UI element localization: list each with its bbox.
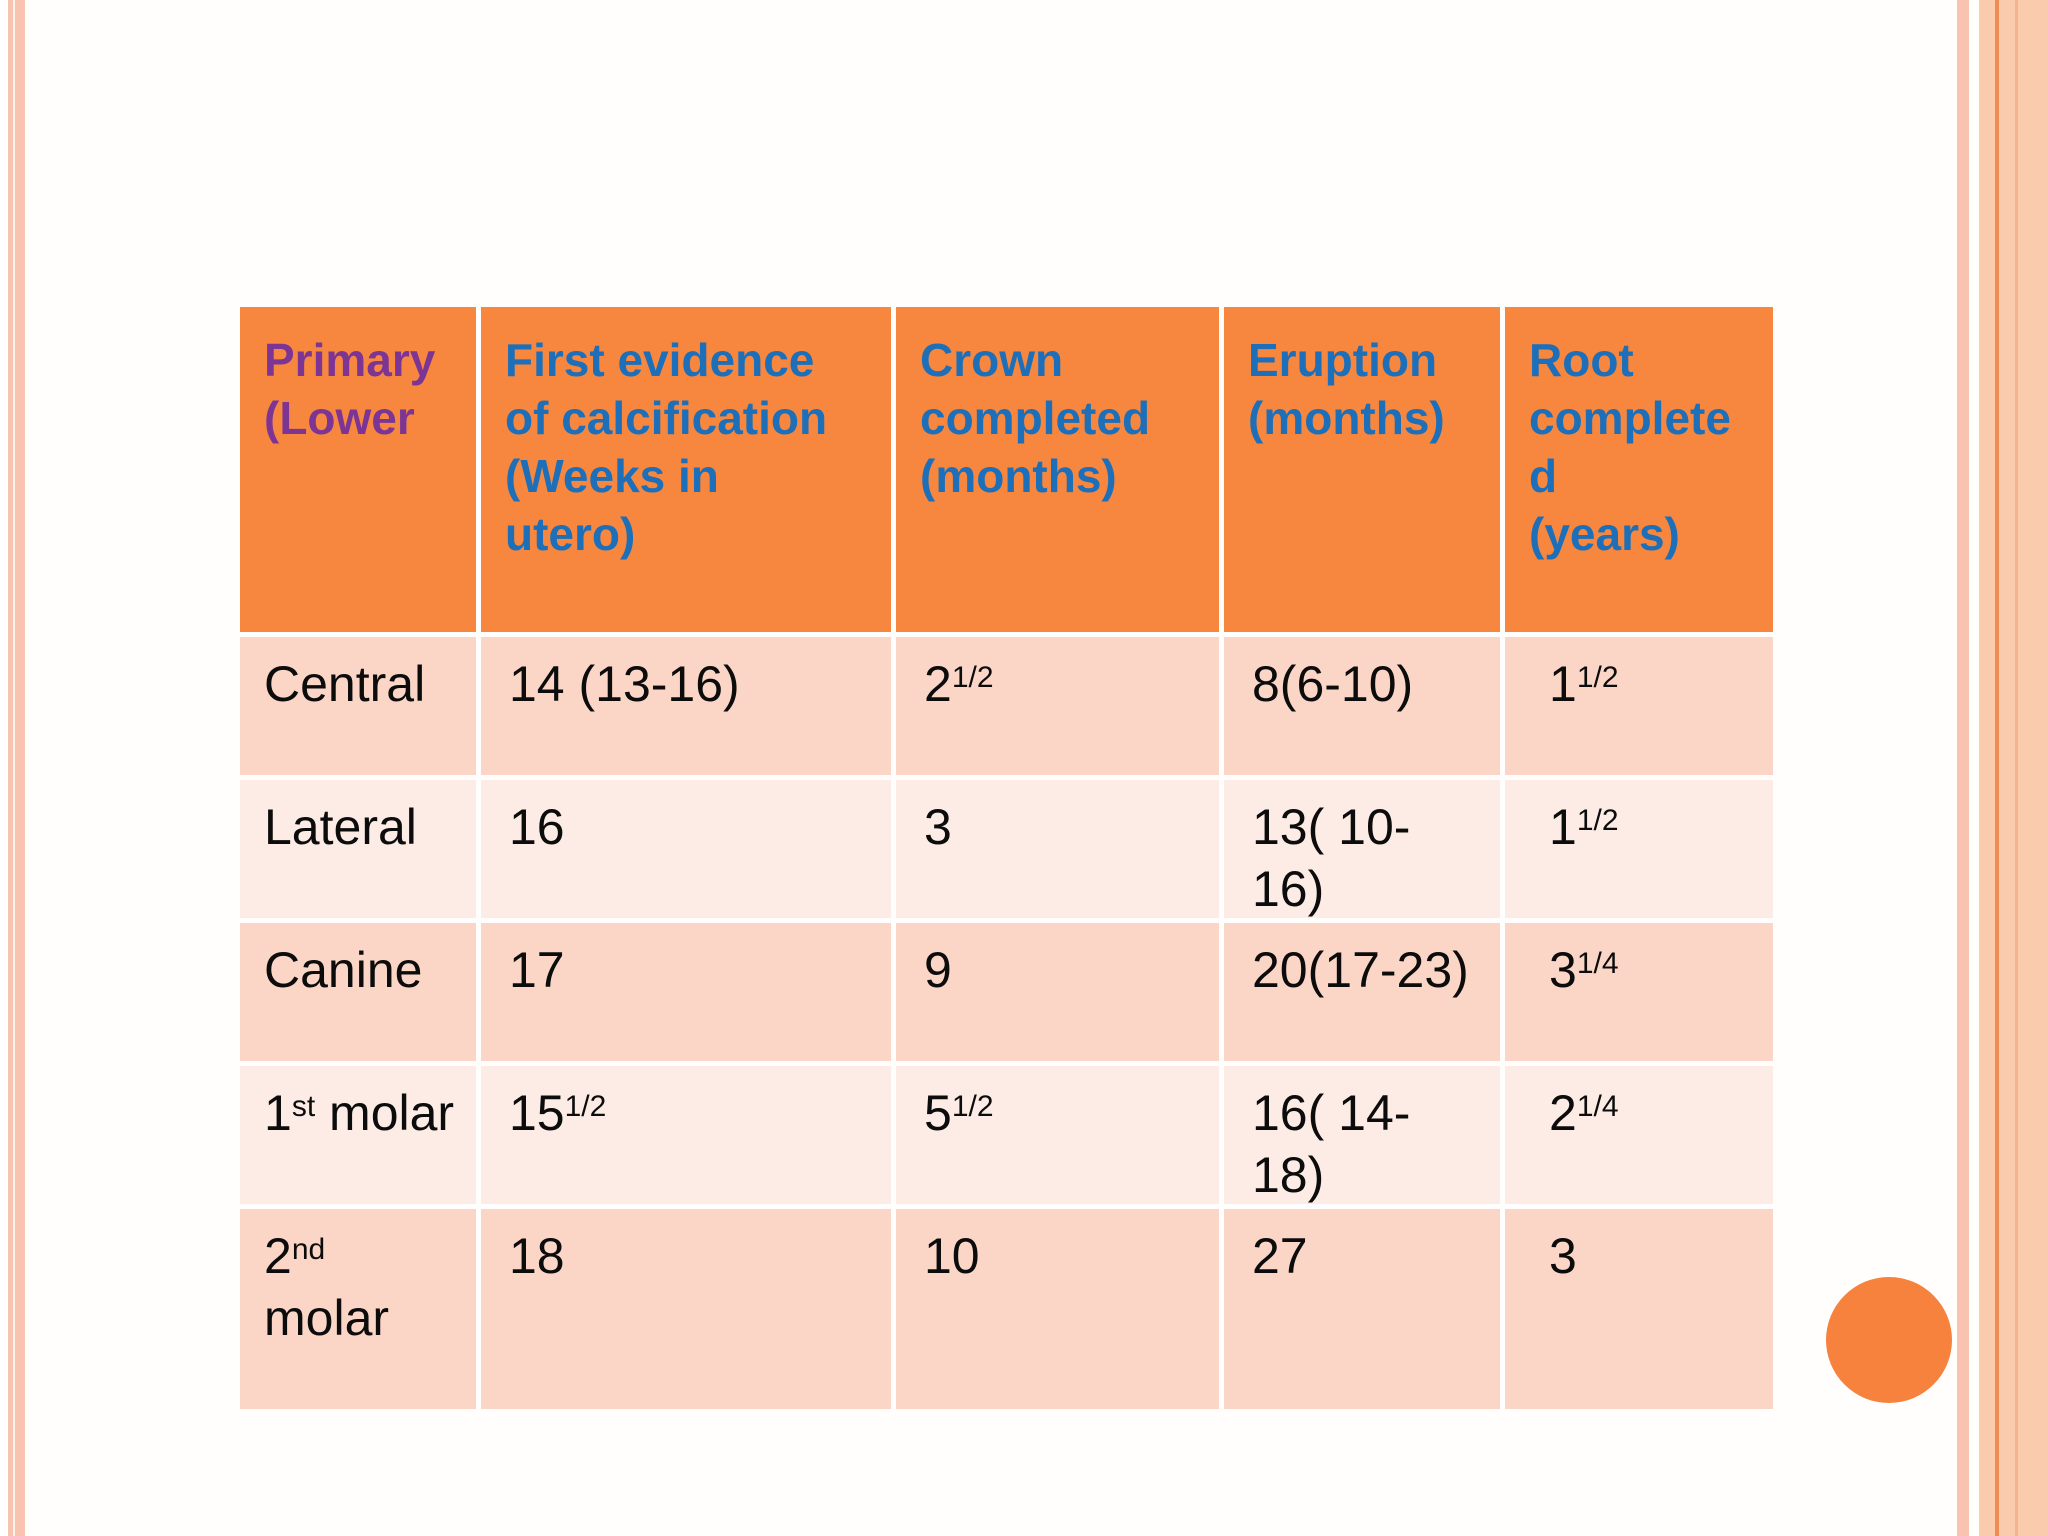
table-cell: 14 (13-16)	[481, 637, 891, 775]
superscript: 1/4	[1576, 1089, 1619, 1123]
table-cell: 10	[896, 1209, 1219, 1409]
superscript: 1/2	[1576, 660, 1619, 694]
superscript: nd	[291, 1232, 326, 1266]
table-cell: 51/2	[896, 1066, 1219, 1204]
table-cell: 20(17-23)	[1224, 923, 1500, 1061]
right-border-band-dark-line	[1995, 0, 1999, 1536]
superscript: 1/2	[564, 1089, 607, 1123]
header-cell-calcification: First evidence of calcification (Weeks i…	[481, 307, 891, 632]
accent-circle	[1826, 1277, 1952, 1403]
row-label-cell: Central	[240, 637, 476, 775]
table-cell: 21/2	[896, 637, 1219, 775]
left-border-stripes	[0, 0, 26, 1536]
table-cell: 21/4	[1505, 1066, 1773, 1204]
table-cell: 3	[896, 780, 1219, 918]
header-cell-crown: Crown completed (months)	[896, 307, 1219, 632]
right-border-stripe	[1957, 0, 1969, 1536]
superscript: 1/4	[1576, 946, 1619, 980]
table-cell: 17	[481, 923, 891, 1061]
table-cell: 9	[896, 923, 1219, 1061]
table-cell: 13( 10- 16)	[1224, 780, 1500, 918]
table-cell: 16( 14- 18)	[1224, 1066, 1500, 1204]
row-label-cell: Lateral	[240, 780, 476, 918]
superscript: 1/2	[951, 1089, 994, 1123]
table-cell: 8(6-10)	[1224, 637, 1500, 775]
right-border-band-soft-line	[2015, 0, 2018, 1536]
table-cell: 11/2	[1505, 637, 1773, 775]
table-cell: 151/2	[481, 1066, 891, 1204]
header-cell-primary: Primary (Lower	[240, 307, 476, 632]
header-cell-eruption: Eruption (months)	[1224, 307, 1500, 632]
superscript: 1/2	[1576, 803, 1619, 837]
table-cell: 27	[1224, 1209, 1500, 1409]
row-label-cell: 1st molar	[240, 1066, 476, 1204]
table-cell: 11/2	[1505, 780, 1773, 918]
superscript: st	[291, 1089, 316, 1123]
row-label-cell: Canine	[240, 923, 476, 1061]
table-cell: 31/4	[1505, 923, 1773, 1061]
table-cell: 18	[481, 1209, 891, 1409]
right-border-band	[1979, 0, 2048, 1536]
superscript: 1/2	[951, 660, 994, 694]
header-cell-root: Root complete d (years)	[1505, 307, 1773, 632]
table-cell: 3	[1505, 1209, 1773, 1409]
row-label-cell: 2nd molar	[240, 1209, 476, 1409]
teeth-table: Primary (Lower First evidence of calcific…	[240, 307, 1773, 1409]
table-cell: 16	[481, 780, 891, 918]
